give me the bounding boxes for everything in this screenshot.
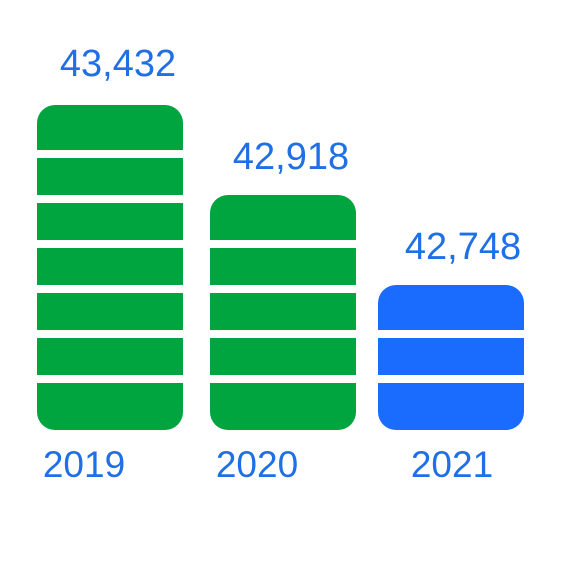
stack-2019: [30, 105, 190, 430]
stack-gaps: [371, 330, 531, 383]
year-label: 2021: [411, 444, 493, 485]
stack-gaps: [203, 240, 363, 383]
year-label: 2020: [216, 444, 298, 485]
stack-shape: [210, 195, 356, 430]
value-label: 42,748: [405, 226, 521, 268]
stack-shape: [378, 285, 524, 430]
stack-shape: [37, 105, 183, 430]
stack-2020: [203, 195, 363, 430]
value-label: 42,918: [233, 136, 349, 178]
stack-gaps: [30, 150, 190, 383]
value-label: 43,432: [60, 43, 176, 85]
year-label: 2019: [43, 444, 125, 485]
stack-2021: [371, 285, 531, 430]
